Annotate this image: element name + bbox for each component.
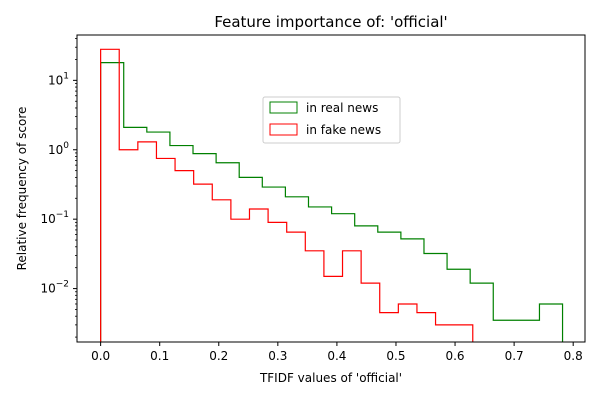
axes-frame [76,34,586,343]
y-tick-label: 100 [48,141,69,157]
y-tick-label: 10−2 [40,280,69,296]
x-tick-label: 0.0 [91,349,110,363]
x-tick-label: 0.6 [445,349,464,363]
y-tick-label: 10−1 [40,210,69,226]
x-axis-ticks: 0.0 0.1 0.2 0.3 0.4 0.5 0.6 0.7 0.8 [91,342,583,363]
legend-label-fake: in fake news [306,123,381,137]
x-tick-label: 0.7 [505,349,524,363]
y-tick-label: 101 [48,71,69,87]
x-tick-label: 0.5 [386,349,405,363]
x-tick-label: 0.2 [209,349,228,363]
legend-swatch-real [269,101,298,114]
legend-label-real: in real news [306,101,378,115]
x-tick-label: 0.4 [327,349,346,363]
x-axis-label: TFIDF values of 'official' [259,371,402,385]
series-real-news-line [100,62,564,342]
x-tick-label: 0.3 [268,349,287,363]
series-fake-news-line [100,48,474,342]
plot-area [100,48,564,342]
legend: in real news in fake news [262,96,401,144]
chart-title: Feature importance of: 'official' [214,13,447,31]
x-tick-label: 0.1 [150,349,169,363]
y-axis-ticks: 10−2 10−1 100 101 [40,38,77,338]
y-axis-label: Relative frequency of score [15,107,29,271]
x-tick-label: 0.8 [564,349,583,363]
legend-swatch-fake [269,123,298,136]
